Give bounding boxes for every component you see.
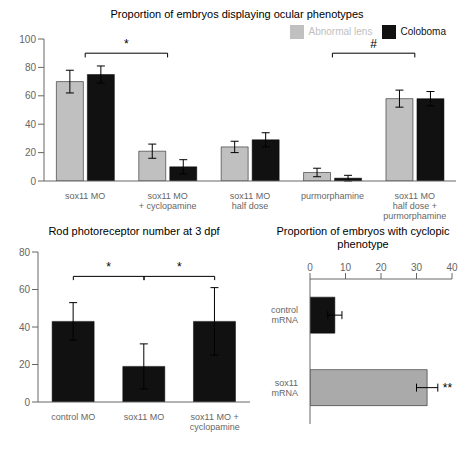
svg-text:40: 40	[446, 262, 458, 273]
svg-text:20: 20	[375, 262, 387, 273]
svg-text:sox11 MOhalf dose: sox11 MOhalf dose	[230, 191, 270, 211]
svg-text:control MO: control MO	[51, 412, 95, 422]
svg-text:sox11mRNA: sox11mRNA	[272, 378, 299, 398]
html-text:Rod photoreceptor number at 3: Rod photoreceptor number at 3 dpf	[48, 225, 220, 237]
html-text:Abnormal lens: Abnormal lens	[308, 25, 373, 37]
svg-text:sox11 MO+ cyclopamine: sox11 MO+ cyclopamine	[139, 191, 197, 211]
html-text:Proportion of embryos displayi: Proportion of embryos displaying ocular …	[110, 8, 364, 20]
svg-text:40: 40	[25, 119, 37, 130]
svg-text:**: **	[443, 381, 453, 395]
svg-text:sox11 MO +cyclopamine: sox11 MO +cyclopamine	[190, 412, 240, 432]
svg-text:*: *	[106, 260, 111, 274]
svg-text:30: 30	[411, 262, 423, 273]
svg-text:controlmRNA: controlmRNA	[271, 305, 298, 325]
svg-text:40: 40	[19, 322, 31, 333]
svg-text:10: 10	[340, 262, 352, 273]
svg-text:80: 80	[25, 62, 37, 73]
svg-text:60: 60	[25, 90, 37, 101]
svg-text:0: 0	[307, 262, 313, 273]
svg-text:20: 20	[25, 147, 37, 158]
html-text:Proportion of embryos with cyc: Proportion of embryos with cyclopic phen…	[276, 225, 450, 250]
svg-text:sox11 MO: sox11 MO	[124, 412, 164, 422]
svg-text:100: 100	[19, 34, 36, 45]
svg-text:60: 60	[19, 284, 31, 295]
svg-text:0: 0	[24, 397, 30, 408]
svg-text:*: *	[177, 260, 182, 274]
svg-text:purmorphamine: purmorphamine	[301, 191, 364, 201]
svg-text:20: 20	[19, 359, 31, 370]
svg-text:0: 0	[30, 176, 36, 187]
html-text:Coloboma: Coloboma	[400, 25, 446, 37]
svg-text:sox11 MOhalf dose +purmorphami: sox11 MOhalf dose +purmorphamine	[383, 191, 446, 221]
svg-text:#: #	[370, 37, 377, 51]
svg-text:80: 80	[19, 247, 31, 258]
svg-text:*: *	[124, 37, 129, 51]
svg-text:sox11 MO: sox11 MO	[65, 191, 105, 201]
